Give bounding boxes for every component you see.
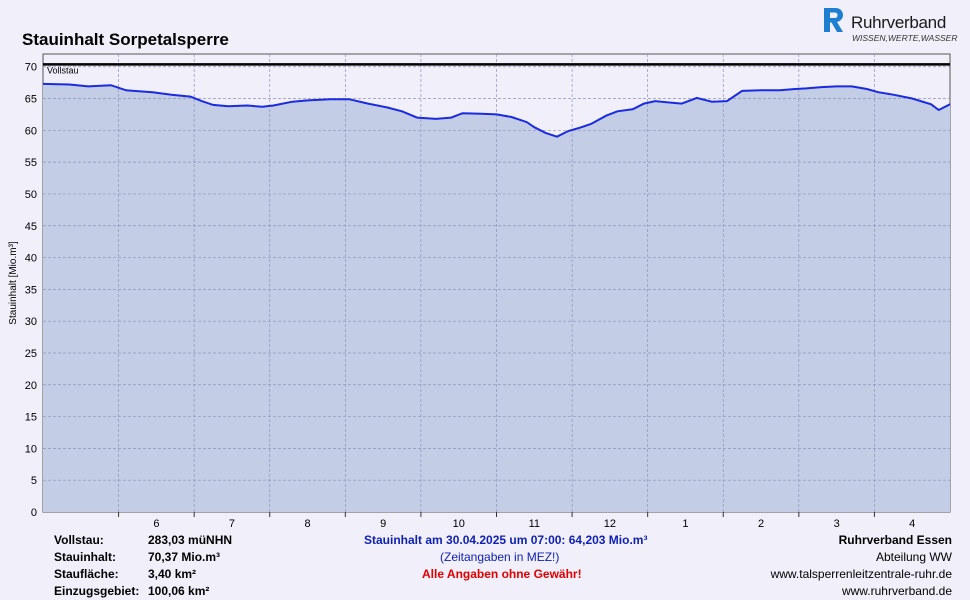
- footer-label-stauinhalt: Stauinhalt:: [54, 550, 116, 564]
- x-tick-label: 11: [529, 518, 540, 530]
- series-area-fill: [43, 83, 950, 513]
- x-tick-label: 2: [758, 518, 764, 530]
- x-tick-label: 12: [604, 518, 616, 530]
- x-tick-label: 3: [834, 518, 840, 530]
- y-tick-label: 5: [31, 475, 37, 487]
- footer-value-stauflaeche: 3,40 km²: [148, 567, 197, 581]
- timezone-note: (Zeitangaben in MEZ!): [440, 550, 560, 564]
- x-tick-label: 7: [229, 518, 235, 530]
- current-reading: Stauinhalt am 30.04.2025 um 07:00: 64,20…: [364, 533, 648, 547]
- ruhrverband-logo-icon: [824, 8, 843, 32]
- footer-label-einzugsgebiet: Einzugsgebiet:: [54, 584, 140, 598]
- series-line: [42, 82, 951, 138]
- footer-label-stauflaeche: Staufläche:: [54, 567, 119, 581]
- y-tick-label: 20: [25, 380, 37, 392]
- footer-value-stauinhalt: 70,37 Mio.m³: [148, 550, 221, 564]
- footer-value-einzugsgebiet: 100,06 km²: [148, 584, 210, 598]
- footer-value-vollstau: 283,03 müNHN: [148, 533, 233, 547]
- y-tick-label: 15: [25, 412, 37, 424]
- x-tick-label: 9: [380, 518, 386, 530]
- chart-title: Stauinhalt Sorpetalsperre: [22, 30, 229, 49]
- ruhrverband-logo: Ruhrverband WISSEN,WERTE,WASSER: [822, 6, 962, 46]
- y-tick-label: 40: [25, 253, 37, 265]
- vollstau-label: Vollstau: [47, 65, 79, 75]
- x-tick-label: 1: [682, 518, 688, 530]
- y-tick-label: 0: [31, 507, 37, 519]
- x-tick-label: 4: [909, 518, 915, 530]
- logo-tagline: WISSEN,WERTE,WASSER: [852, 33, 958, 43]
- y-axis-label: Stauinhalt [Mio.m³]: [8, 241, 19, 325]
- logo-name: Ruhrverband: [851, 13, 946, 32]
- footer-link-talsperrenleitzentrale[interactable]: www.talsperrenleitzentrale-ruhr.de: [770, 567, 952, 581]
- footer-label-vollstau: Vollstau:: [54, 533, 104, 547]
- disclaimer-warning: Alle Angaben ohne Gewähr!: [422, 567, 582, 581]
- y-tick-label: 60: [25, 125, 37, 137]
- x-tick-label: 8: [304, 518, 310, 530]
- footer-department: Abteilung WW: [875, 550, 952, 564]
- footer-link-ruhrverband[interactable]: www.ruhrverband.de: [841, 584, 952, 598]
- y-tick-label: 35: [25, 284, 37, 296]
- footer-org-name: Ruhrverband Essen: [838, 533, 952, 547]
- y-tick-label: 10: [25, 443, 37, 455]
- y-tick-label: 65: [25, 94, 37, 106]
- x-tick-label: 6: [153, 518, 159, 530]
- y-tick-label: 70: [25, 62, 37, 74]
- y-tick-label: 55: [25, 157, 37, 169]
- y-tick-label: 25: [25, 348, 37, 360]
- y-tick-label: 50: [25, 189, 37, 201]
- y-tick-label: 30: [25, 316, 37, 328]
- x-tick-label: 10: [453, 518, 465, 530]
- y-tick-label: 45: [25, 221, 37, 233]
